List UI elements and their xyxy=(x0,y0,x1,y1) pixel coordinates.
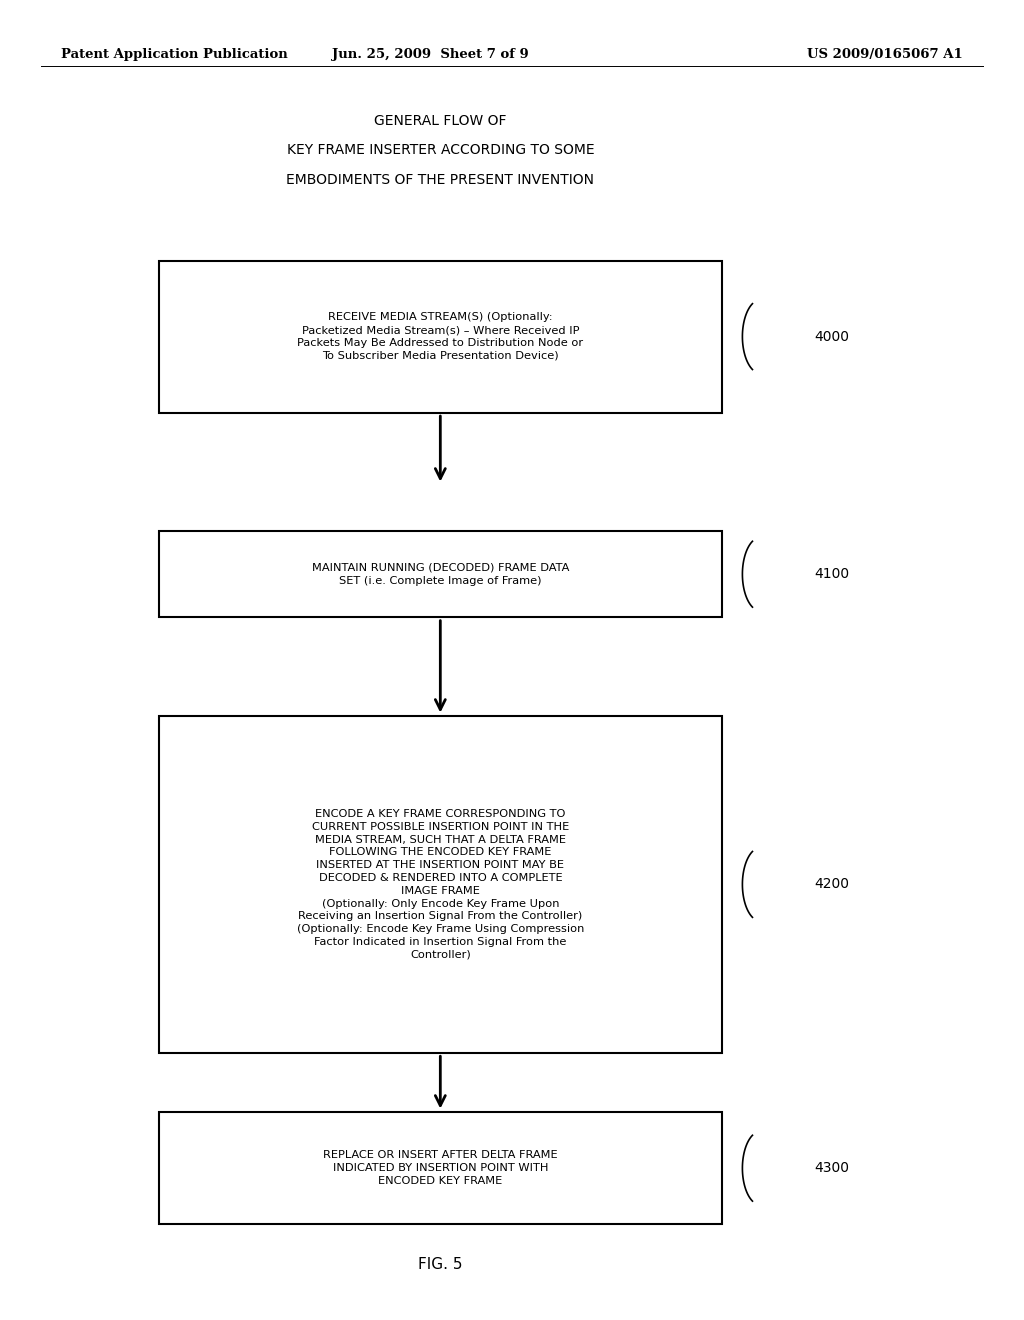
Text: 4000: 4000 xyxy=(814,330,849,343)
Text: GENERAL FLOW OF: GENERAL FLOW OF xyxy=(374,115,507,128)
Text: KEY FRAME INSERTER ACCORDING TO SOME: KEY FRAME INSERTER ACCORDING TO SOME xyxy=(287,144,594,157)
Text: 4300: 4300 xyxy=(814,1162,849,1175)
Bar xyxy=(159,532,722,618)
Text: MAINTAIN RUNNING (DECODED) FRAME DATA
SET (i.e. Complete Image of Frame): MAINTAIN RUNNING (DECODED) FRAME DATA SE… xyxy=(311,562,569,586)
Text: EMBODIMENTS OF THE PRESENT INVENTION: EMBODIMENTS OF THE PRESENT INVENTION xyxy=(287,173,594,186)
Text: FIG. 5: FIG. 5 xyxy=(418,1257,463,1272)
Text: ENCODE A KEY FRAME CORRESPONDING TO
CURRENT POSSIBLE INSERTION POINT IN THE
MEDI: ENCODE A KEY FRAME CORRESPONDING TO CURR… xyxy=(297,809,584,960)
Bar xyxy=(159,261,722,412)
Bar xyxy=(159,1111,722,1225)
Text: 4100: 4100 xyxy=(814,568,849,581)
Text: REPLACE OR INSERT AFTER DELTA FRAME
INDICATED BY INSERTION POINT WITH
ENCODED KE: REPLACE OR INSERT AFTER DELTA FRAME INDI… xyxy=(323,1151,558,1185)
Bar xyxy=(159,715,722,1053)
Text: US 2009/0165067 A1: US 2009/0165067 A1 xyxy=(807,48,963,61)
Text: Patent Application Publication: Patent Application Publication xyxy=(61,48,288,61)
Text: RECEIVE MEDIA STREAM(S) (Optionally:
Packetized Media Stream(s) – Where Received: RECEIVE MEDIA STREAM(S) (Optionally: Pac… xyxy=(297,313,584,360)
Text: 4200: 4200 xyxy=(814,878,849,891)
Text: Jun. 25, 2009  Sheet 7 of 9: Jun. 25, 2009 Sheet 7 of 9 xyxy=(332,48,528,61)
